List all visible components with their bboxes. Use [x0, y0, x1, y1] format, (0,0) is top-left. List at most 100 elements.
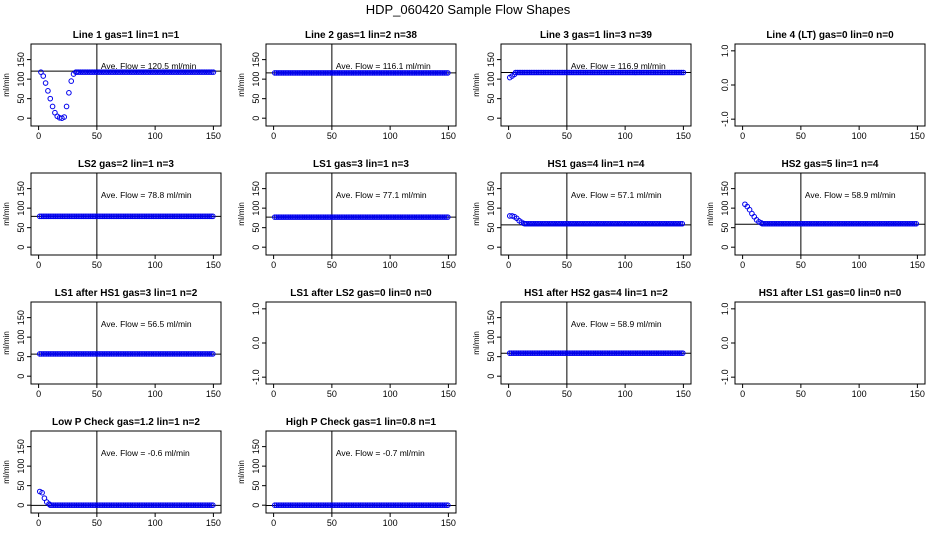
data-point	[45, 213, 52, 220]
x-tick-label: 0	[506, 131, 511, 141]
data-point	[801, 220, 808, 227]
data-point	[618, 220, 624, 227]
data-point	[57, 502, 64, 508]
data-point	[310, 502, 317, 508]
data-point	[429, 502, 435, 508]
data-point	[196, 502, 202, 508]
data-point	[653, 350, 660, 356]
data-point	[401, 70, 407, 76]
data-point	[98, 213, 104, 220]
data-point	[168, 213, 174, 220]
data-point	[108, 502, 115, 508]
data-point	[616, 220, 623, 227]
data-point	[654, 69, 660, 76]
data-point	[789, 220, 795, 227]
data-point	[180, 69, 187, 75]
data-point	[354, 214, 360, 220]
data-point	[136, 213, 143, 220]
data-point	[203, 69, 210, 75]
data-point	[536, 220, 542, 227]
data-point	[770, 220, 776, 227]
data-point	[45, 351, 52, 357]
data-point	[607, 69, 613, 76]
data-point	[582, 350, 588, 356]
x-tick-label: 150	[676, 389, 691, 399]
data-point	[105, 502, 111, 508]
data-point	[64, 502, 71, 508]
data-point	[897, 220, 904, 227]
data-point	[646, 350, 653, 356]
data-point	[524, 350, 531, 356]
data-point	[303, 214, 310, 220]
subplot-title: HS2 gas=5 lin=1 n=4	[782, 159, 879, 170]
data-point	[408, 214, 414, 220]
data-point	[794, 220, 801, 227]
data-point	[116, 69, 122, 75]
data-point	[169, 502, 176, 508]
data-point	[403, 70, 409, 76]
data-point	[40, 73, 47, 79]
data-point	[204, 213, 211, 220]
plot-frame	[500, 43, 692, 127]
data-point	[319, 502, 325, 508]
data-point	[646, 220, 652, 227]
data-point	[624, 69, 631, 76]
data-point	[556, 69, 563, 76]
data-point	[540, 350, 546, 356]
data-point	[516, 69, 522, 76]
data-point	[518, 69, 524, 76]
data-point	[623, 220, 630, 227]
data-point	[141, 213, 148, 220]
data-point	[103, 351, 109, 357]
data-point	[84, 351, 90, 357]
data-point	[180, 351, 186, 357]
y-tick-label: 100	[486, 201, 496, 216]
data-point	[366, 502, 372, 508]
data-point	[150, 213, 157, 220]
data-point	[143, 502, 150, 508]
data-point	[401, 502, 407, 508]
average-flow-annotation: Ave. Flow = 116.1 ml/min	[336, 61, 431, 71]
subplot-10: LS1 after LS2 gas=0 lin=0 n=0 0 50 100 150 -1…	[251, 288, 457, 399]
data-point	[101, 213, 108, 220]
data-point	[113, 351, 120, 357]
data-point	[606, 220, 612, 227]
subplot-4: Line 4 (LT) gas=0 lin=0 n=0 0 50 100 150 -1.0…	[720, 30, 926, 141]
data-point	[124, 213, 130, 220]
data-point	[61, 502, 68, 508]
plot-frame	[30, 172, 222, 256]
data-point	[746, 206, 753, 213]
data-point	[600, 220, 607, 227]
data-point	[805, 220, 811, 227]
data-point	[322, 70, 329, 76]
data-point	[385, 502, 392, 508]
data-point	[154, 502, 160, 508]
data-point	[117, 351, 123, 357]
data-point	[568, 350, 574, 356]
data-point	[385, 214, 392, 220]
data-point	[331, 502, 337, 508]
data-point	[148, 351, 155, 357]
data-point	[565, 220, 572, 227]
data-point	[176, 351, 183, 357]
data-point	[680, 69, 687, 76]
plot-frame	[265, 43, 457, 127]
data-point	[47, 502, 54, 508]
data-point	[578, 350, 585, 356]
y-tick-label: 50	[720, 223, 730, 233]
data-point	[899, 220, 906, 227]
data-point	[432, 502, 439, 508]
y-tick-label: 0	[251, 245, 261, 250]
data-point	[154, 69, 161, 75]
x-tick-label: 0	[740, 260, 745, 270]
x-tick-label: 150	[441, 131, 456, 141]
data-point	[298, 502, 304, 508]
data-point	[126, 213, 132, 220]
data-point	[560, 220, 567, 227]
data-point	[611, 220, 617, 227]
x-tick-label: 100	[852, 131, 867, 141]
data-point	[100, 69, 107, 75]
data-point	[68, 213, 75, 220]
data-point	[860, 220, 867, 227]
x-tick-label: 50	[796, 131, 806, 141]
